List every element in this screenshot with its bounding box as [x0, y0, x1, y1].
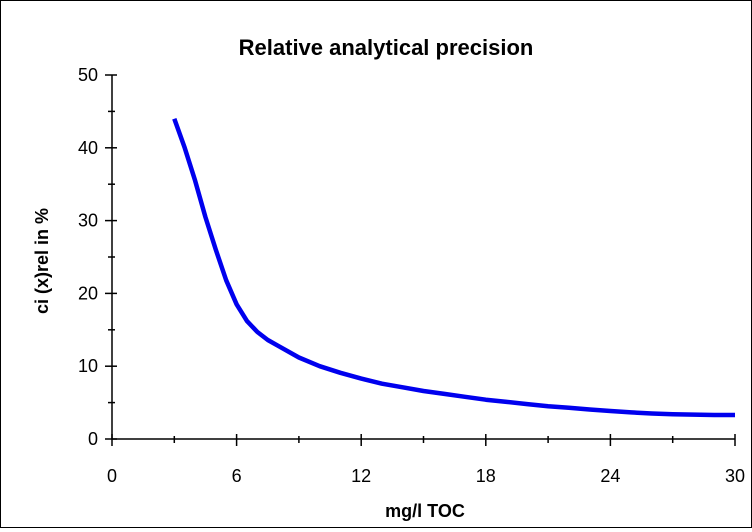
x-tick-label: 24 [600, 466, 620, 486]
x-axis-label: mg/l TOC [385, 501, 465, 521]
axes: 0 10 20 30 40 50 0 6 12 18 24 30 [78, 65, 745, 486]
x-tick-label: 30 [725, 466, 745, 486]
x-tick-label: 0 [107, 466, 117, 486]
y-tick-label: 10 [78, 356, 98, 376]
y-tick-label: 0 [88, 429, 98, 449]
plot-area [172, 117, 735, 418]
y-tick-label: 20 [78, 283, 98, 303]
y-tick-label: 30 [78, 211, 98, 231]
y-tick-label: 50 [78, 65, 98, 85]
y-axis-label: ci (x)rel in % [32, 208, 52, 314]
chart-title: Relative analytical precision [239, 35, 534, 60]
x-tick-label: 18 [476, 466, 496, 486]
y-tick-label: 40 [78, 138, 98, 158]
series-line-0 [172, 117, 735, 418]
x-tick-label: 6 [232, 466, 242, 486]
x-tick-label: 12 [351, 466, 371, 486]
